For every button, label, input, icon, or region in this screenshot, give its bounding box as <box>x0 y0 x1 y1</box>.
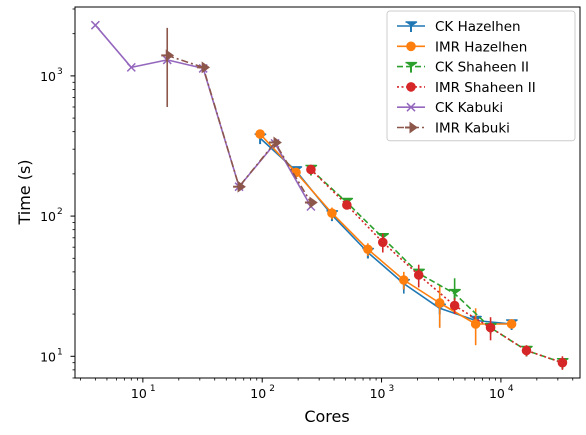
data-point-2-4-head <box>449 288 461 295</box>
legend-marker-1 <box>406 41 416 52</box>
x-tick-exponent: 4 <box>508 384 514 394</box>
data-point-3-6 <box>521 345 532 356</box>
data-point-5-4-head <box>309 196 318 209</box>
data-point-5-3 <box>269 136 282 149</box>
data-point-5-3-head <box>273 136 282 149</box>
legend-marker-5 <box>405 121 418 134</box>
data-point-3-0 <box>306 164 316 175</box>
legend-marker-0 <box>405 21 418 32</box>
series-0 <box>254 133 518 330</box>
data-point-4-0 <box>90 20 100 30</box>
y-tick-label: 10 <box>40 349 56 364</box>
series-line-1 <box>259 133 512 325</box>
series-5 <box>161 27 318 209</box>
data-point-5-2 <box>233 180 246 193</box>
x-tick-exponent: 1 <box>150 384 156 394</box>
plot-frame <box>74 6 581 379</box>
legend-item-4: CK Kabuki <box>397 100 503 116</box>
legend-label-2: CK Shaheen II <box>435 60 529 76</box>
data-point-1-5 <box>434 298 445 308</box>
x-axis-label: Cores <box>304 407 349 426</box>
series-4 <box>90 20 316 212</box>
data-point-5-2-head <box>237 180 246 193</box>
legend-item-5: IMR Kabuki <box>397 121 510 137</box>
legend-marker-0-head <box>405 21 418 27</box>
data-point-1-0 <box>255 129 265 139</box>
legend-marker-3 <box>406 82 416 92</box>
legend-marker-5-head <box>409 121 418 134</box>
data-point-3-1 <box>342 200 352 210</box>
series-1 <box>255 129 517 346</box>
legend-item-1: IMR Hazelhen <box>397 39 527 55</box>
series-3 <box>306 164 568 370</box>
series-line-4 <box>94 24 312 207</box>
series-2 <box>305 164 569 369</box>
legend-marker-2-head <box>405 61 418 68</box>
plot-data-layer <box>90 20 569 370</box>
y-tick-label: 10 <box>40 209 56 224</box>
legend-label-0: CK Hazelhen <box>435 19 521 35</box>
data-point-3-2 <box>377 237 388 248</box>
data-point-1-4 <box>399 275 409 285</box>
x-tick-label: 10 <box>131 386 147 401</box>
data-point-4-1 <box>126 62 136 72</box>
x-tick-label: 10 <box>250 386 266 401</box>
data-point-3-5 <box>485 322 496 333</box>
legend-label-3: IMR Shaheen II <box>435 80 536 96</box>
legend-item-0: CK Hazelhen <box>397 19 521 35</box>
legend-item-2: CK Shaheen II <box>397 60 529 76</box>
legend-box <box>386 10 576 142</box>
axes-layer: 10 1 10 2 10 3 10 410 110 210 3 <box>40 8 574 401</box>
x-tick-exponent: 2 <box>269 384 275 394</box>
y-tick-label: 10 <box>40 69 56 84</box>
legend-marker-4 <box>406 102 416 112</box>
data-point-3-7 <box>557 357 568 368</box>
data-point-3-4 <box>449 300 460 311</box>
y-tick-exponent: 2 <box>57 207 63 217</box>
legend-label-5: IMR Kabuki <box>435 121 510 137</box>
legend-marker-2 <box>405 61 418 73</box>
x-tick-exponent: 3 <box>389 384 395 394</box>
legend-label-1: IMR Hazelhen <box>435 39 527 55</box>
data-point-2-4 <box>449 288 461 300</box>
x-tick-label: 10 <box>489 386 505 401</box>
legend: CK Hazelhen IMR Hazelhen CK Shaheen II IMR … <box>386 10 576 142</box>
data-point-1-3 <box>363 244 373 255</box>
series-line-5 <box>166 54 312 203</box>
data-point-5-1 <box>197 61 211 74</box>
y-tick-exponent: 1 <box>57 347 63 357</box>
y-axis-label: Time (s) <box>15 159 34 225</box>
data-point-1-6 <box>470 319 481 329</box>
legend-label-4: CK Kabuki <box>435 100 503 116</box>
data-point-5-0 <box>161 49 175 62</box>
data-point-3-3 <box>413 270 424 280</box>
legend-item-3: IMR Shaheen II <box>397 80 536 96</box>
y-tick-exponent: 3 <box>57 67 63 77</box>
data-point-1-2 <box>327 208 337 218</box>
series-line-0 <box>259 137 512 325</box>
data-point-1-7 <box>506 319 517 329</box>
x-tick-label: 10 <box>370 386 386 401</box>
data-point-5-1-head <box>201 61 211 74</box>
series-line-3 <box>310 168 563 364</box>
data-point-5-0-head <box>165 49 175 62</box>
data-point-5-4 <box>304 196 318 209</box>
